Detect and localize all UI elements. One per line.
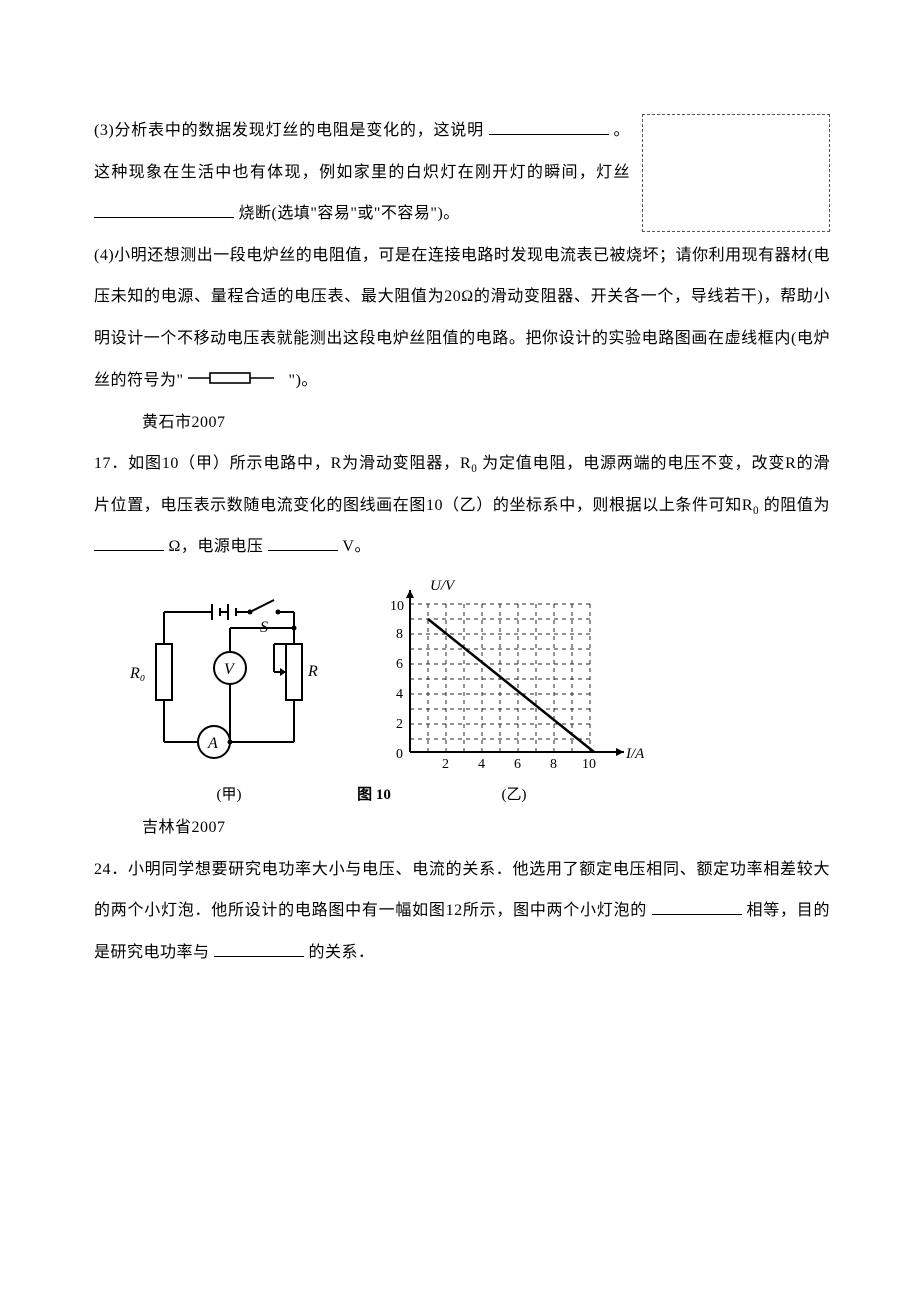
x-axis-label: I/A	[625, 746, 644, 762]
label-r0: R₀	[129, 665, 145, 682]
q17-prefix: 17．如图10（甲）所示电路中，R为滑动变阻器，R	[94, 455, 471, 472]
q17-blank-2	[268, 534, 338, 551]
q17-r0-sub: 0	[471, 463, 477, 475]
q24-suffix: 的关系．	[309, 944, 375, 961]
label-v: V	[224, 661, 236, 678]
caption-yi: (乙)	[414, 788, 614, 803]
ytick-8: 8	[396, 627, 403, 642]
resistor-symbol-icon	[188, 360, 280, 402]
q4-suffix: ")。	[289, 372, 318, 389]
ytick-4: 4	[396, 687, 403, 702]
label-r: R	[307, 663, 318, 680]
q24-blank-1	[652, 898, 742, 915]
q24-blank-2	[214, 940, 304, 957]
q17-r0-sub-2: 0	[753, 505, 759, 517]
figure-10-graph: U/V I/A 0 2 4 6 8 10 2 4 6 8 10	[364, 572, 644, 786]
label-a: A	[207, 735, 218, 752]
q17-unit1: Ω，电源电压	[169, 538, 264, 555]
q3-blank-1	[489, 118, 609, 135]
answer-dashed-box	[642, 114, 830, 232]
question-17: 17．如图10（甲）所示电路中，R为滑动变阻器，R0 为定值电阻，电源两端的电压…	[94, 443, 830, 568]
xtick-10: 10	[582, 757, 596, 772]
ytick-2: 2	[396, 717, 403, 732]
q17-mid2: 的阻值为	[764, 497, 830, 514]
q3-prefix: (3)分析表中的数据发现灯丝的电阻是变化的，这说明	[94, 122, 484, 139]
q3-after2: 烧断(选填"容易"或"不容易")。	[239, 205, 460, 222]
xtick-2: 2	[442, 757, 449, 772]
xtick-4: 4	[478, 757, 485, 772]
ytick-6: 6	[396, 657, 403, 672]
q17-unit2: V。	[342, 538, 371, 555]
ytick-10: 10	[390, 599, 404, 614]
heading-huangshi: 黄石市2007	[94, 402, 830, 444]
xtick-6: 6	[514, 757, 521, 772]
q17-blank-1	[94, 534, 164, 551]
heading-jilin: 吉林省2007	[94, 807, 830, 849]
xtick-8: 8	[550, 757, 557, 772]
caption-fig10: 图 10	[334, 788, 414, 803]
figure-10: S R	[124, 572, 644, 803]
figure-10-circuit: S R	[124, 582, 364, 786]
question-24: 24．小明同学想要研究电功率大小与电压、电流的关系．他选用了额定电压相同、额定功…	[94, 849, 830, 974]
q3-blank-2	[94, 201, 234, 218]
y-axis-label: U/V	[430, 578, 456, 594]
caption-jia: (甲)	[124, 788, 334, 803]
ytick-0: 0	[396, 747, 403, 762]
question-part-4: (4)小明还想测出一段电炉丝的电阻值，可是在连接电路时发现电流表已被烧坏；请你利…	[94, 235, 830, 402]
